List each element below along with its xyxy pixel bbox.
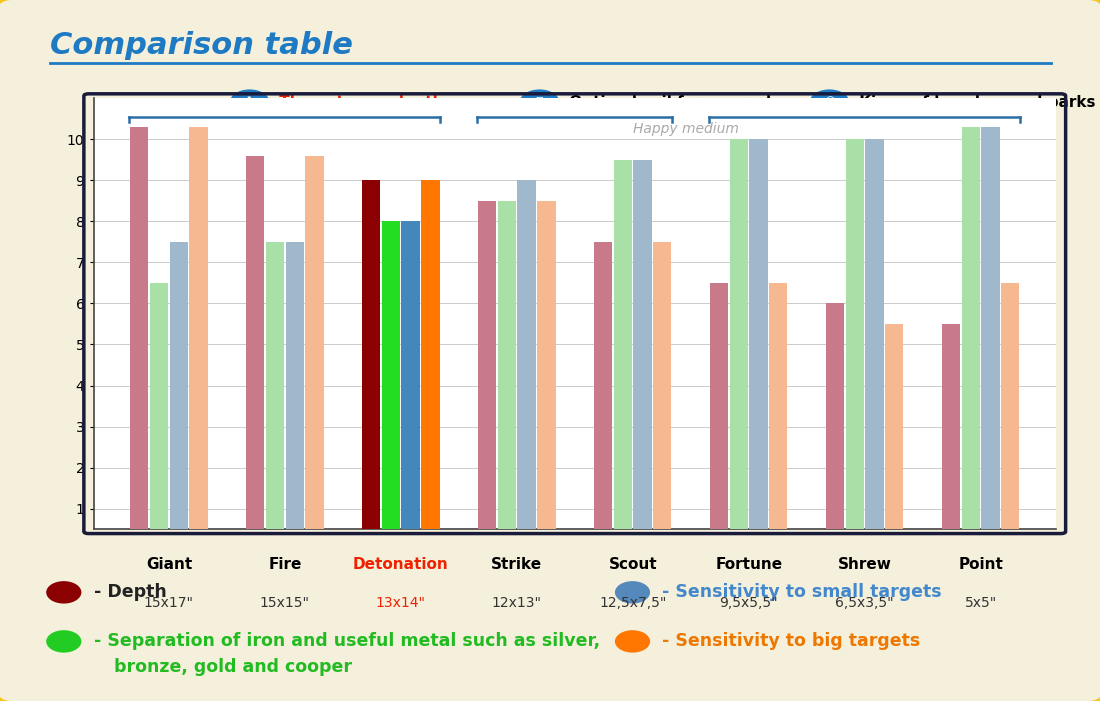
Bar: [246, 156, 264, 550]
Text: 5x5": 5x5": [965, 596, 997, 610]
Text: 15x17": 15x17": [144, 596, 194, 610]
Bar: [729, 139, 748, 550]
Bar: [402, 222, 420, 550]
Bar: [382, 222, 400, 550]
Bar: [710, 283, 728, 550]
Bar: [981, 127, 1000, 550]
Text: Shrew: Shrew: [838, 557, 892, 572]
Text: bronze, gold and cooper: bronze, gold and cooper: [102, 658, 352, 676]
Bar: [886, 324, 903, 550]
Circle shape: [519, 90, 559, 115]
Bar: [517, 180, 536, 550]
Bar: [266, 242, 284, 550]
Text: - Sensitivity to big targets: - Sensitivity to big targets: [662, 632, 921, 651]
Bar: [594, 242, 613, 550]
Circle shape: [615, 581, 650, 604]
Circle shape: [46, 581, 81, 604]
Bar: [537, 200, 556, 550]
Bar: [826, 304, 845, 550]
Text: Fortune: Fortune: [715, 557, 782, 572]
Bar: [961, 127, 980, 550]
Bar: [942, 324, 960, 550]
Bar: [189, 127, 208, 550]
Bar: [614, 160, 632, 550]
Text: Detonation: Detonation: [353, 557, 449, 572]
Bar: [362, 180, 381, 550]
Text: 6,5x3,5": 6,5x3,5": [835, 596, 894, 610]
Text: Scout: Scout: [608, 557, 657, 572]
Bar: [653, 242, 671, 550]
Text: 15x15": 15x15": [260, 596, 310, 610]
Text: ⧉: ⧉: [536, 95, 543, 109]
Text: Giant: Giant: [146, 557, 192, 572]
Bar: [497, 200, 516, 550]
Circle shape: [810, 90, 849, 115]
Circle shape: [230, 90, 270, 115]
Bar: [421, 180, 440, 550]
Text: - Sensitivity to small targets: - Sensitivity to small targets: [662, 583, 942, 601]
Text: Strike: Strike: [492, 557, 542, 572]
Circle shape: [615, 630, 650, 653]
Bar: [478, 200, 496, 550]
Text: Point: Point: [958, 557, 1003, 572]
Text: ⬇: ⬇: [244, 95, 255, 109]
Text: Comparison table: Comparison table: [50, 31, 352, 60]
Text: 9,5x5,5": 9,5x5,5": [719, 596, 778, 610]
Circle shape: [46, 630, 81, 653]
Bar: [1001, 283, 1020, 550]
Text: 12,5x7,5": 12,5x7,5": [600, 596, 667, 610]
Bar: [769, 283, 788, 550]
Text: 13x14": 13x14": [376, 596, 426, 610]
Text: Kings of beaches and parks: Kings of beaches and parks: [854, 95, 1096, 109]
Text: - Separation of iron and useful metal such as silver,: - Separation of iron and useful metal su…: [94, 632, 600, 651]
Bar: [634, 160, 652, 550]
Text: Happy medium: Happy medium: [632, 122, 738, 136]
Bar: [305, 156, 323, 550]
Bar: [866, 139, 883, 550]
Bar: [169, 242, 188, 550]
Text: Fire: Fire: [268, 557, 301, 572]
Bar: [130, 127, 148, 550]
Text: ◎: ◎: [824, 95, 835, 109]
Text: - Depth: - Depth: [94, 583, 166, 601]
Bar: [150, 283, 168, 550]
Text: Optimal coil for every day: Optimal coil for every day: [563, 95, 791, 109]
Bar: [749, 139, 768, 550]
Bar: [846, 139, 864, 550]
Text: The extreme depth: The extreme depth: [274, 95, 443, 109]
Bar: [286, 242, 304, 550]
Text: 12x13": 12x13": [492, 596, 542, 610]
